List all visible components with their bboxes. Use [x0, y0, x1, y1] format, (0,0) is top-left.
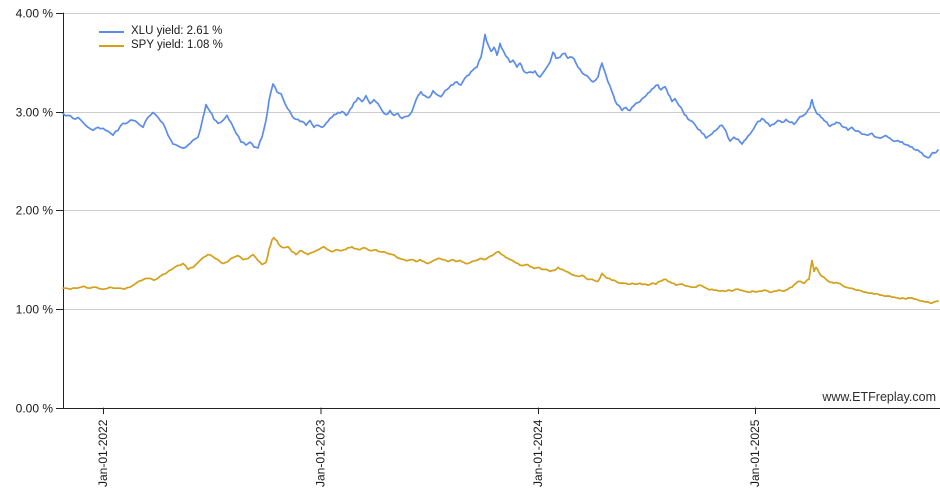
- y-axis-label: 2.00 %: [16, 204, 54, 218]
- legend-label-spy: SPY yield: 1.08 %: [131, 39, 223, 51]
- xlu-yield-line: [62, 33, 939, 159]
- xlu-line-swatch: [99, 30, 124, 33]
- legend-label-xlu: XLU yield: 2.61 %: [131, 25, 223, 37]
- y-axis-label: 3.00 %: [16, 106, 54, 120]
- legend-item-xlu: XLU yield: 2.61 %: [99, 25, 223, 38]
- spy-yield-line: [62, 236, 939, 304]
- chart-legend: XLU yield: 2.61 % SPY yield: 1.08 %: [99, 25, 223, 52]
- x-axis-label: Jan-01-2024: [531, 419, 545, 487]
- x-axis-label: Jan-01-2025: [748, 419, 762, 487]
- etfreplay-watermark: www.ETFreplay.com: [822, 390, 936, 404]
- legend-item-spy: SPY yield: 1.08 %: [99, 39, 223, 52]
- y-axis-label: 0.00 %: [16, 402, 54, 416]
- x-axis-label: Jan-01-2022: [96, 419, 110, 487]
- y-axis-label: 4.00 %: [16, 7, 54, 21]
- x-axis-label: Jan-01-2023: [314, 419, 328, 487]
- y-axis-label: 1.00 %: [16, 303, 54, 317]
- spy-line-swatch: [99, 44, 124, 47]
